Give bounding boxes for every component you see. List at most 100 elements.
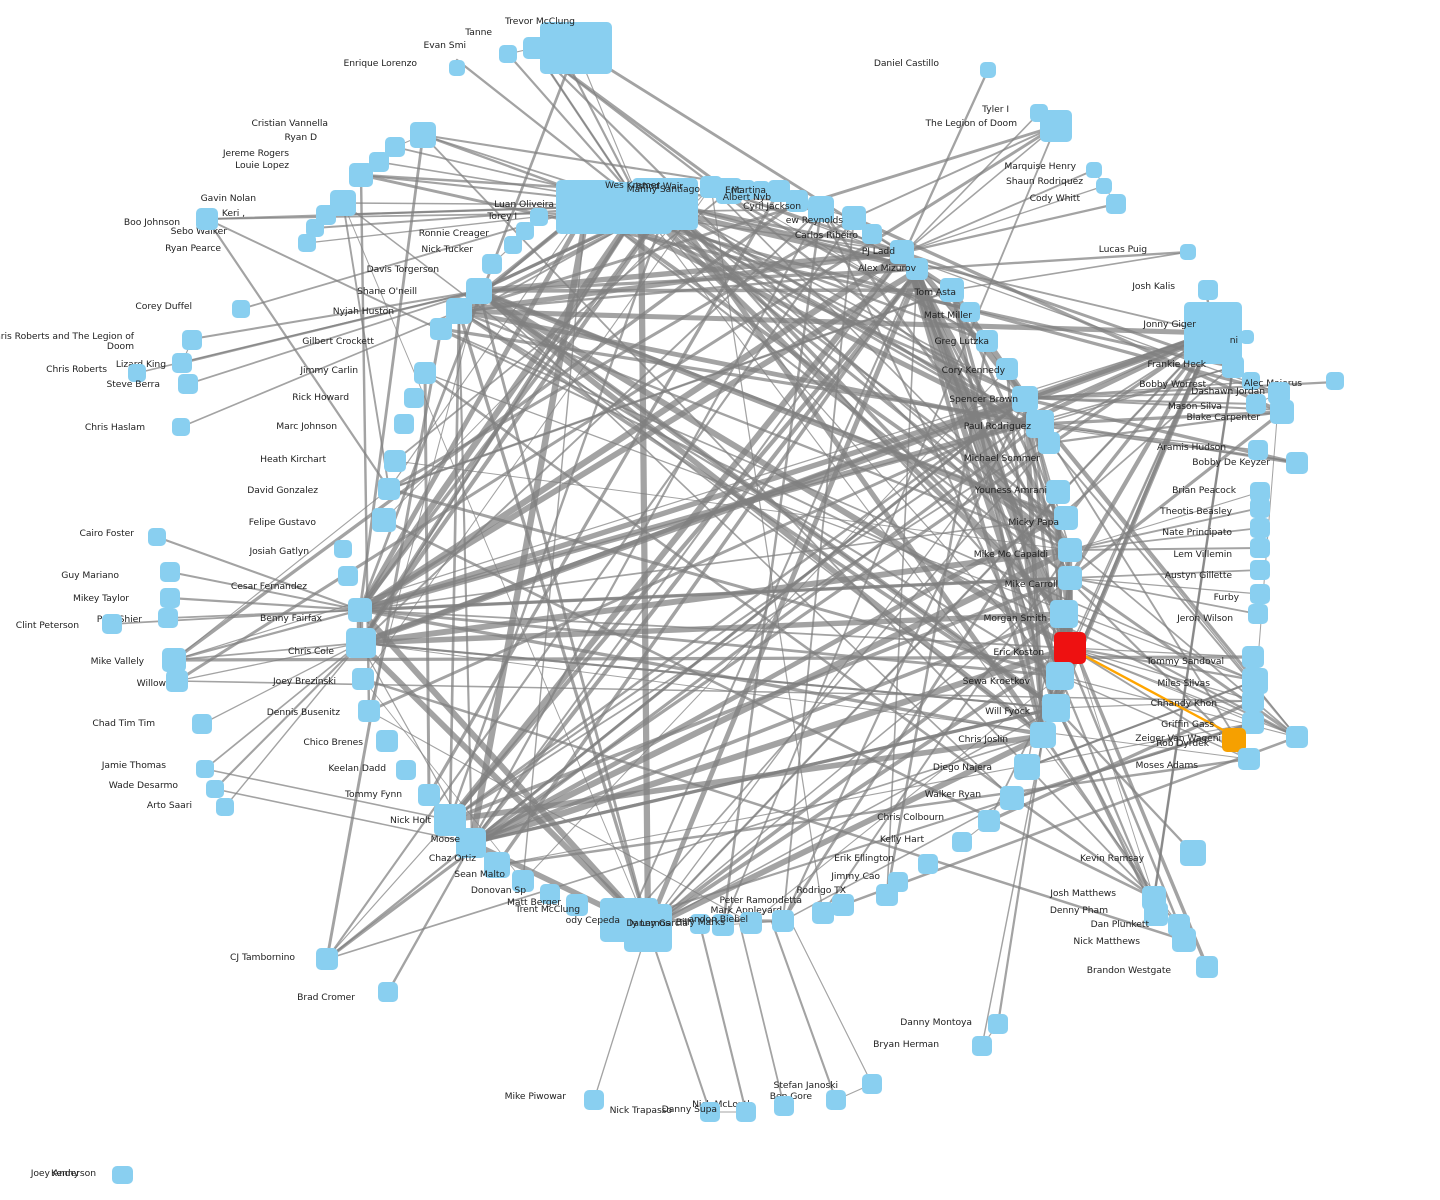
- graph-node-matt-berger[interactable]: [566, 894, 588, 916]
- graph-node-jonny-giger[interactable]: [1184, 302, 1242, 364]
- graph-node-chris-roberts[interactable]: [128, 364, 146, 382]
- graph-node-wade-desarmo[interactable]: [206, 780, 224, 798]
- graph-node-mark-appleyard[interactable]: [812, 902, 834, 924]
- graph-node-danny-supa[interactable]: [736, 1102, 756, 1122]
- graph-node-dennis-busenitz[interactable]: [358, 700, 380, 722]
- graph-node-nick-matthews[interactable]: [1172, 928, 1196, 952]
- graph-node-austyn-gillette[interactable]: [1250, 560, 1270, 580]
- graph-node-andon-biebel[interactable]: [772, 910, 794, 932]
- graph-node-guy-mariano[interactable]: [160, 562, 180, 582]
- graph-node-chris-haslam[interactable]: [172, 418, 190, 436]
- graph-node-cairo-foster[interactable]: [148, 528, 166, 546]
- graph-node-mike-mo-capaldi[interactable]: [1058, 538, 1082, 562]
- graph-node-brian-peacock[interactable]: [1250, 482, 1270, 502]
- graph-node-donovan-sp[interactable]: [540, 884, 560, 904]
- graph-node-tommy-sandoval[interactable]: [1242, 646, 1264, 668]
- graph-node-bryan-herman[interactable]: [972, 1036, 992, 1056]
- graph-node-jeron-wilson[interactable]: [1248, 604, 1268, 624]
- graph-node-arto-saari[interactable]: [216, 798, 234, 816]
- graph-node-david-gonzalez[interactable]: [378, 478, 400, 500]
- graph-node-nick-tucker[interactable]: [504, 236, 522, 254]
- graph-node-willow[interactable]: [166, 670, 188, 692]
- graph-node-martina[interactable]: [768, 180, 790, 202]
- graph-node-eric-koston[interactable]: [1054, 632, 1086, 664]
- graph-node-kelly-hart[interactable]: [952, 832, 972, 852]
- graph-node-the-legion-of-doom[interactable]: [1040, 110, 1072, 142]
- graph-node-heath-kirchart[interactable]: [384, 450, 406, 472]
- graph-node-moses-adams[interactable]: [1238, 748, 1260, 770]
- graph-node-evan-smi[interactable]: [499, 45, 517, 63]
- graph-node-chico-brenes[interactable]: [376, 730, 398, 752]
- graph-node-erik-ellington[interactable]: [918, 854, 938, 874]
- graph-node-albert-nyb[interactable]: [786, 190, 808, 212]
- graph-node-sewa-kroetkov[interactable]: [1046, 662, 1074, 690]
- graph-node-keelan-dadd[interactable]: [396, 760, 416, 780]
- graph-node-ody-cepeda[interactable]: [624, 904, 672, 952]
- graph-node-greg-lutzka[interactable]: [976, 330, 998, 352]
- graph-node-lizard-king[interactable]: [172, 353, 192, 373]
- graph-node-chris-cole[interactable]: [346, 628, 376, 658]
- graph-node-nate-principato[interactable]: [1250, 518, 1270, 538]
- graph-node-marc-johnson[interactable]: [394, 414, 414, 434]
- graph-node-ronnie-creager[interactable]: [516, 222, 534, 240]
- graph-node-youness-amrani[interactable]: [1046, 480, 1070, 504]
- graph-node-clint-peterson[interactable]: [102, 614, 122, 634]
- graph-node-daniel-castillo[interactable]: [980, 62, 996, 78]
- graph-node-rick-howard[interactable]: [404, 388, 424, 408]
- graph-node-danny-montoya[interactable]: [988, 1014, 1008, 1034]
- graph-node-chris-joslin[interactable]: [1030, 722, 1056, 748]
- graph-node-brandon-westgate[interactable]: [1196, 956, 1218, 978]
- graph-node-benny-fairfax[interactable]: [348, 598, 372, 622]
- graph-node-theotis-beasley[interactable]: [1250, 498, 1270, 518]
- graph-node-danny-garcia[interactable]: [712, 914, 734, 936]
- graph-node-denny-pham[interactable]: [1144, 902, 1168, 926]
- graph-node-ben-gore[interactable]: [826, 1090, 846, 1110]
- graph-node-jimmy-carlin[interactable]: [414, 362, 436, 384]
- graph-node-eric[interactable]: [752, 181, 770, 199]
- graph-node-diego-najera[interactable]: [1014, 754, 1040, 780]
- graph-node-mike-vallely[interactable]: [162, 648, 186, 672]
- graph-node-michael-sommer[interactable]: [1038, 432, 1060, 454]
- graph-node-frankie-heck[interactable]: [1222, 356, 1244, 378]
- graph-node-spencer-brown[interactable]: [1012, 386, 1038, 412]
- graph-node-ni[interactable]: [1240, 330, 1254, 344]
- graph-node-ly-lemos[interactable]: [690, 914, 710, 934]
- graph-node-sebo-walker[interactable]: [306, 219, 324, 237]
- graph-node-cj-tambornino[interactable]: [316, 948, 338, 970]
- graph-node-cory-kennedy[interactable]: [996, 358, 1018, 380]
- graph-node-nick-mclouth[interactable]: [774, 1096, 794, 1116]
- graph-node-chris-roberts-and-the-legion-of-doom[interactable]: [182, 330, 202, 350]
- graph-node-dashawn-jordan[interactable]: [1268, 382, 1290, 404]
- graph-node-tommy-fynn[interactable]: [418, 784, 440, 806]
- graph-node-joey-brezinski[interactable]: [352, 668, 374, 690]
- graph-node-jamie-thomas[interactable]: [196, 760, 214, 778]
- graph-node-steve-berra[interactable]: [178, 374, 198, 394]
- graph-node-tom-asta[interactable]: [940, 278, 964, 302]
- graph-node-nick-trapasso[interactable]: [700, 1102, 720, 1122]
- graph-node-brad-cromer[interactable]: [378, 982, 398, 1002]
- graph-node-mike-piwowar[interactable]: [584, 1090, 604, 1110]
- graph-node-peter-ramondetta[interactable]: [832, 894, 854, 916]
- graph-node-marquise-henry[interactable]: [1086, 162, 1102, 178]
- graph-node-alec-majerus[interactable]: [1326, 372, 1344, 390]
- graph-node-mike-carroll[interactable]: [1058, 566, 1082, 590]
- graph-node-walker-ryan[interactable]: [1000, 786, 1024, 810]
- graph-node-bobby-worrest[interactable]: [1242, 372, 1260, 390]
- graph-node-sean-malto[interactable]: [512, 870, 534, 892]
- graph-node-will-fyock[interactable]: [1042, 694, 1070, 722]
- graph-node-blake-carpenter[interactable]: [1270, 400, 1294, 424]
- graph-node-cristian-vannella[interactable]: [410, 122, 436, 148]
- graph-node-ryan-d[interactable]: [385, 137, 405, 157]
- graph-node-davis-torgerson[interactable]: [482, 254, 502, 274]
- graph-node-aramis-hudson[interactable]: [1248, 440, 1268, 460]
- graph-node-josh-kalis[interactable]: [1198, 280, 1218, 300]
- graph-node-cody-whitt[interactable]: [1106, 194, 1126, 214]
- graph-node-chaz-ortiz[interactable]: [484, 852, 510, 878]
- graph-node-billy-marks[interactable]: [740, 912, 762, 934]
- graph-node-chad-tim-tim[interactable]: [192, 714, 212, 734]
- graph-node-torey-i[interactable]: [530, 208, 548, 226]
- graph-node-chris-colbourn[interactable]: [978, 810, 1000, 832]
- graph-node-ryan-pearce[interactable]: [298, 234, 316, 252]
- graph-node-lem-villemin[interactable]: [1250, 538, 1270, 558]
- graph-node-louie-lopez[interactable]: [349, 163, 373, 187]
